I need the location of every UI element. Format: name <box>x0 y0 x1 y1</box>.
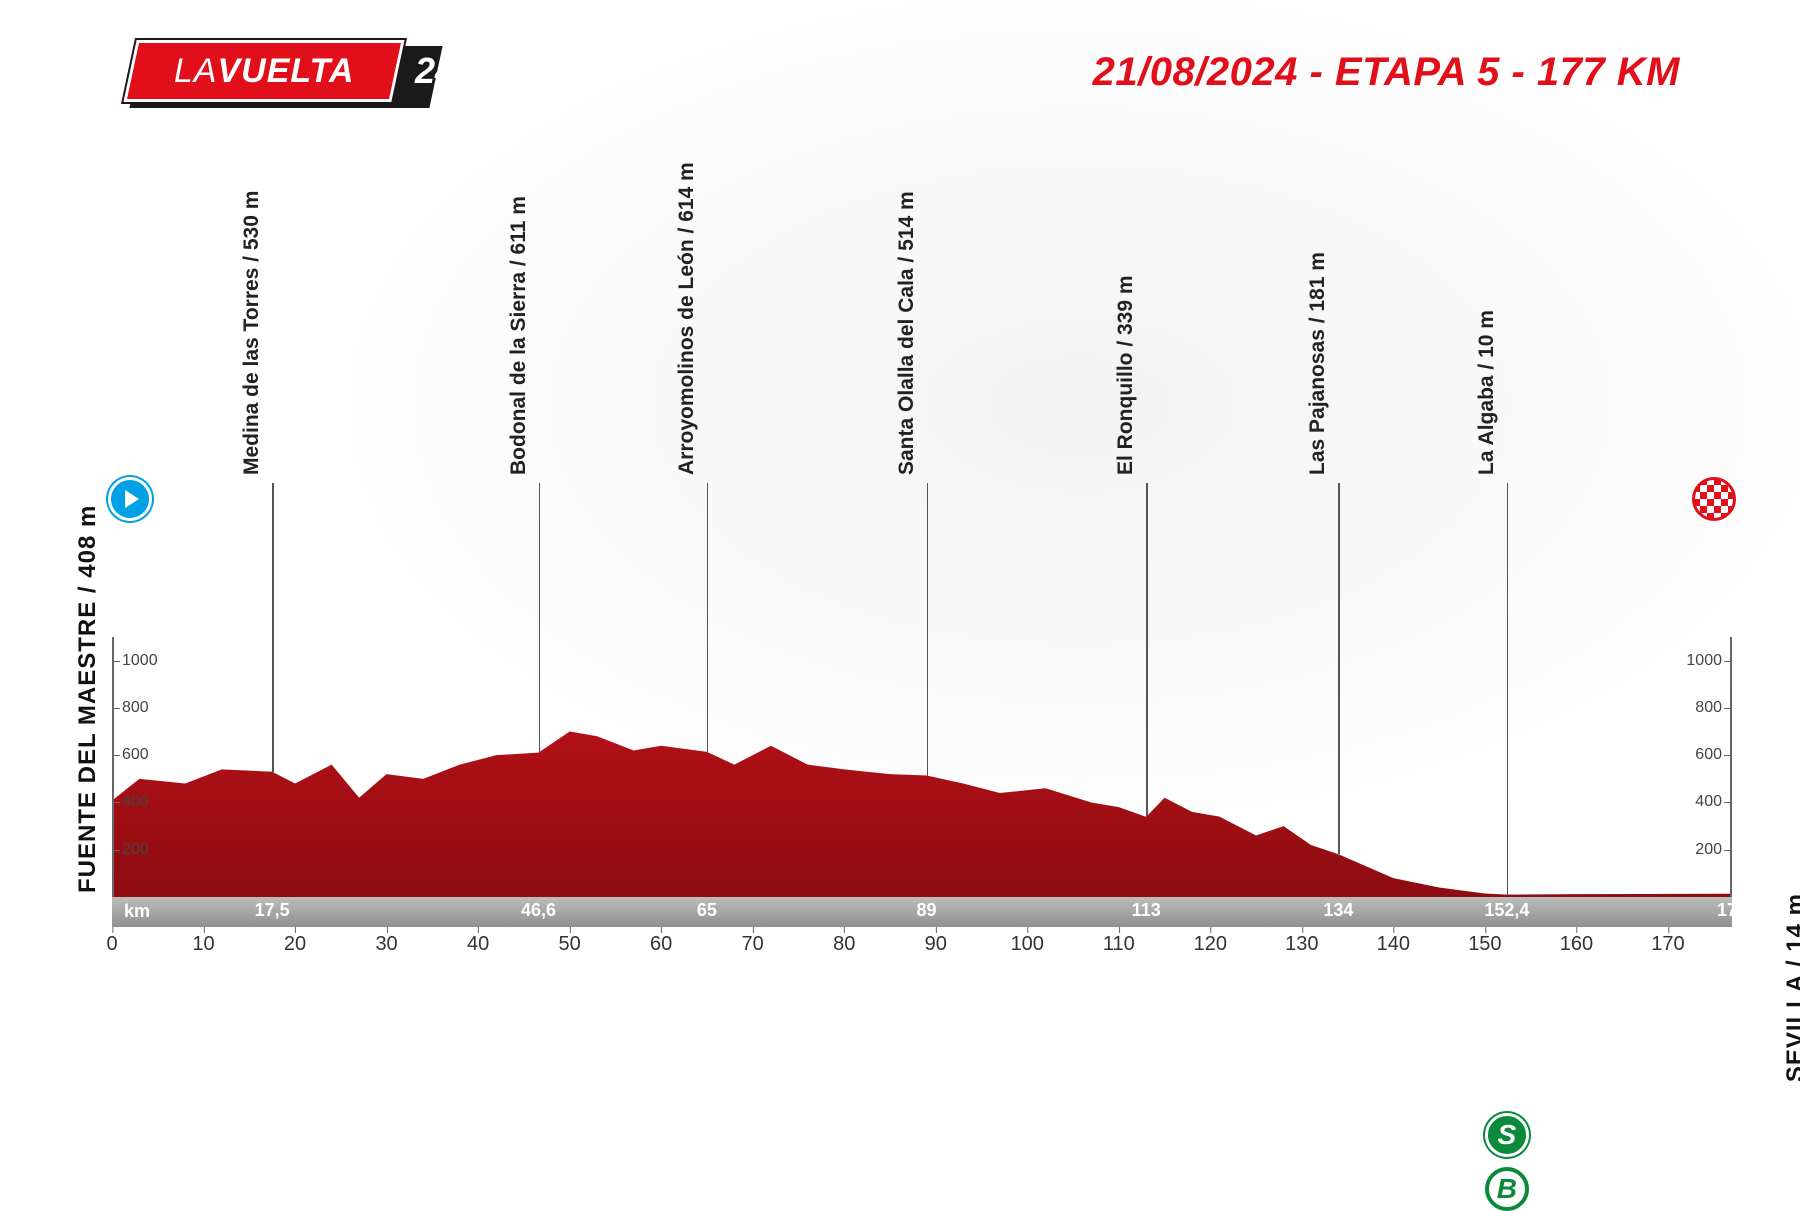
x-tick: 10 <box>192 933 214 956</box>
x-tick: 140 <box>1377 933 1410 956</box>
x-tick: 110 <box>1103 933 1135 956</box>
y-tick: 600 <box>1695 746 1722 764</box>
y-tick: 800 <box>122 699 149 717</box>
x-tick: 150 <box>1468 933 1501 956</box>
km-waypoint: 177 <box>1717 900 1747 921</box>
y-tick: 400 <box>122 793 149 811</box>
km-waypoint: 65 <box>697 900 717 921</box>
x-axis-ticks: 0102030405060708090100110120130140150160… <box>112 931 1732 973</box>
marker-label: Arroyomolinos de León / 614 m <box>675 162 699 475</box>
stage-title: 21/08/2024 - ETAPA 5 - 177 KM <box>1093 50 1680 95</box>
x-tick: 130 <box>1285 933 1318 956</box>
x-tick: 40 <box>467 933 489 956</box>
y-axis-right: 200 400 600 800 1000 <box>1682 637 1732 897</box>
marker-label: Las Pajanosas / 181 m <box>1306 252 1330 475</box>
x-tick: 160 <box>1560 933 1593 956</box>
marker-label: Santa Olalla del Cala / 514 m <box>895 191 919 475</box>
logo-text: LAVUELTA <box>174 52 355 91</box>
x-tick: 80 <box>833 933 855 956</box>
x-tick: 50 <box>559 933 581 956</box>
km-waypoint: 46,6 <box>521 900 556 921</box>
logo-year-box: 24 <box>393 40 476 102</box>
y-tick: 400 <box>1695 793 1722 811</box>
marker-label: Bodonal de la Sierra / 611 m <box>507 196 531 475</box>
x-tick: 120 <box>1194 933 1227 956</box>
marker-label: El Ronquillo / 339 m <box>1114 275 1138 475</box>
x-tick: 20 <box>284 933 306 956</box>
start-label: FUENTE DEL MAESTRE / 408 m <box>74 505 102 893</box>
y-tick: 200 <box>122 841 149 859</box>
y-tick: 200 <box>1695 841 1722 859</box>
x-tick: 0 <box>106 933 117 956</box>
elevation-chart: FUENTE DEL MAESTRE / 408 m SEVILLA / 14 … <box>60 213 1772 973</box>
km-waypoint: 113 <box>1132 900 1161 921</box>
y-axis-left: 200 400 600 800 1000 <box>112 637 162 897</box>
y-tick: 800 <box>1695 699 1722 717</box>
bonus-icon: B <box>1485 1167 1529 1211</box>
km-waypoint: 152,4 <box>1484 900 1529 921</box>
marker-label: La Algaba / 10 m <box>1475 310 1499 475</box>
sprint-icon: S <box>1485 1113 1529 1157</box>
km-waypoint: 89 <box>917 900 937 921</box>
x-tick: 100 <box>1011 933 1044 956</box>
km-bar-label: km <box>124 901 150 922</box>
y-tick: 1000 <box>1686 652 1722 670</box>
y-tick: 1000 <box>122 652 158 670</box>
header: 24 LAVUELTA 21/08/2024 - ETAPA 5 - 177 K… <box>0 40 1800 116</box>
marker-label: Medina de las Torres / 530 m <box>240 191 264 475</box>
x-tick: 60 <box>650 933 672 956</box>
logo-front: LAVUELTA <box>123 40 404 102</box>
finish-label: SEVILLA / 14 m <box>1782 893 1800 1082</box>
km-bar: km 17,546,66589113134152,4177 <box>112 897 1732 927</box>
km-waypoint: 134 <box>1323 900 1353 921</box>
x-tick: 30 <box>375 933 397 956</box>
logo-year: 24 <box>415 50 455 92</box>
finish-icon <box>1692 477 1736 521</box>
km-waypoint: 17,5 <box>255 900 290 921</box>
y-tick: 600 <box>122 746 149 764</box>
x-tick: 170 <box>1651 933 1684 956</box>
x-tick: 70 <box>742 933 764 956</box>
x-tick: 90 <box>925 933 947 956</box>
start-icon <box>108 477 152 521</box>
elevation-area <box>112 637 1732 897</box>
